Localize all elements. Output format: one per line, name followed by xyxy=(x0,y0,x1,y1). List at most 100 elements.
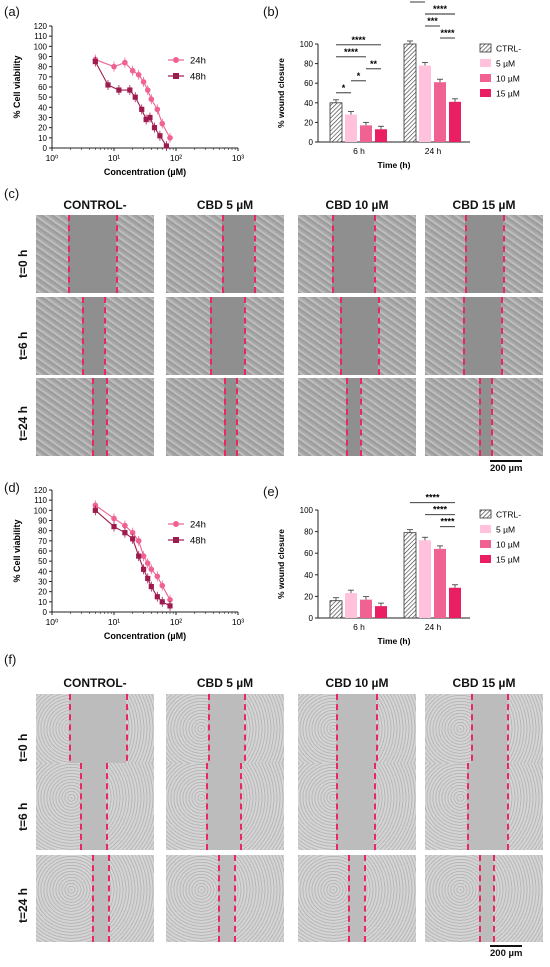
legend-marker xyxy=(173,57,179,63)
x-tick-label: 10⁰ xyxy=(46,617,59,627)
data-point-24h xyxy=(144,87,151,93)
wound-edge-line xyxy=(360,378,362,456)
y-tick-label: 0 xyxy=(309,614,314,623)
data-point-48h xyxy=(167,603,173,609)
scale-bar-line xyxy=(490,945,523,947)
y-tick-label: 70 xyxy=(38,73,47,82)
legend-label: 48h xyxy=(190,72,206,83)
x-tick-label: 10³ xyxy=(232,617,244,627)
bar-5 µM xyxy=(345,593,357,618)
wound-gap xyxy=(206,763,240,850)
wound-edge-line xyxy=(479,378,481,456)
y-tick-label: 80 xyxy=(38,527,47,536)
wound-edge-line xyxy=(240,763,242,850)
significance-label: **** xyxy=(433,505,448,515)
y-axis-label: % wound closure xyxy=(276,529,286,599)
legend-label: 48h xyxy=(190,536,206,547)
micrograph-image xyxy=(298,215,416,293)
significance-label: * xyxy=(357,71,361,81)
scale-bar-label: 200 µm xyxy=(490,948,523,959)
wound-edge-line xyxy=(346,378,348,456)
column-title: CONTROL- xyxy=(63,676,127,690)
panel-label-d: (d) xyxy=(4,480,20,495)
wound-edge-line xyxy=(126,694,128,781)
x-tick-label: 10³ xyxy=(232,153,244,163)
micrograph-image xyxy=(36,855,154,942)
micrograph-image xyxy=(166,763,284,850)
data-point-48h xyxy=(143,116,149,123)
y-tick-label: 90 xyxy=(38,517,47,526)
data-point-24h xyxy=(159,582,166,589)
data-point-48h xyxy=(148,583,154,590)
y-tick-label: 100 xyxy=(300,506,314,515)
x-axis-label: Time (h) xyxy=(378,160,411,170)
y-tick-label: 110 xyxy=(34,32,47,41)
legend-label: 10 µM xyxy=(496,74,520,84)
wound-edge-line xyxy=(210,297,212,375)
wound-edge-line xyxy=(374,763,376,850)
wound-edge-line xyxy=(82,297,84,375)
data-point-48h xyxy=(139,106,145,112)
bar-CTRL- xyxy=(329,600,343,619)
y-tick-label: 20 xyxy=(38,124,47,133)
data-point-48h xyxy=(163,143,169,149)
panel-label-c: (c) xyxy=(4,186,20,201)
panel-label-b: (b) xyxy=(263,4,279,19)
bar-10 µM xyxy=(434,548,446,618)
data-point-48h xyxy=(151,125,158,131)
y-tick-label: 0 xyxy=(309,138,314,147)
data-point-48h xyxy=(92,507,98,513)
y-tick-label: 40 xyxy=(38,103,47,112)
wound-edge-line xyxy=(92,378,94,456)
fit-curve-48h xyxy=(94,509,171,607)
wound-gap xyxy=(92,378,106,456)
y-tick-label: 70 xyxy=(38,537,47,546)
wound-gap xyxy=(348,855,364,942)
wound-gap xyxy=(465,215,503,293)
wound-edge-line xyxy=(224,378,226,456)
wound-closure-chart-b: 0 20 40 60 80 100 % wound closure Time (h) 6 h 24… xyxy=(276,0,521,170)
wound-edge-line xyxy=(244,297,246,375)
y-tick-label: 60 xyxy=(304,79,313,88)
row-title: t=6 h xyxy=(16,331,30,360)
legend-label: 5 µM xyxy=(496,525,515,535)
bar-CTRL- xyxy=(403,532,417,619)
micrograph-image xyxy=(425,297,543,375)
y-tick-label: 100 xyxy=(300,40,314,49)
y-tick-label: 40 xyxy=(38,567,47,576)
x-tick-label: 10¹ xyxy=(108,153,120,163)
data-point-48h xyxy=(154,594,160,600)
scale-bar-line xyxy=(490,460,523,462)
legend-label: CTRL- xyxy=(496,44,521,54)
wound-edge-line xyxy=(92,855,94,942)
y-tick-label: 20 xyxy=(304,592,313,601)
data-point-24h xyxy=(122,59,128,66)
micrograph-image xyxy=(36,215,154,293)
x-axis-label: Concentration (µM) xyxy=(104,631,186,641)
wound-gap xyxy=(80,763,106,850)
significance-label: **** xyxy=(410,0,425,2)
micrograph-image xyxy=(166,215,284,293)
x-tick-label: 24 h xyxy=(425,146,442,156)
data-point-24h xyxy=(129,529,136,536)
wound-gap xyxy=(332,215,374,293)
row-title: t=0 h xyxy=(16,733,30,762)
significance-label: * xyxy=(342,83,346,93)
micrograph-image xyxy=(166,855,284,942)
significance-label: **** xyxy=(433,4,448,14)
panel-label-e: (e) xyxy=(263,484,279,499)
x-axis-label: Concentration (µM) xyxy=(104,167,186,177)
micrograph-image xyxy=(298,855,416,942)
y-tick-label: 100 xyxy=(34,42,48,51)
micrograph-image xyxy=(425,855,543,942)
wound-edge-line xyxy=(364,855,366,942)
data-point-48h xyxy=(157,133,163,139)
y-tick-label: 10 xyxy=(38,598,47,607)
legend-swatch xyxy=(480,74,491,82)
significance-label: ** xyxy=(370,59,378,69)
data-point-48h xyxy=(132,94,138,100)
data-point-48h xyxy=(145,575,151,582)
wound-edge-line xyxy=(503,215,505,293)
bar-15 µM xyxy=(449,587,461,618)
